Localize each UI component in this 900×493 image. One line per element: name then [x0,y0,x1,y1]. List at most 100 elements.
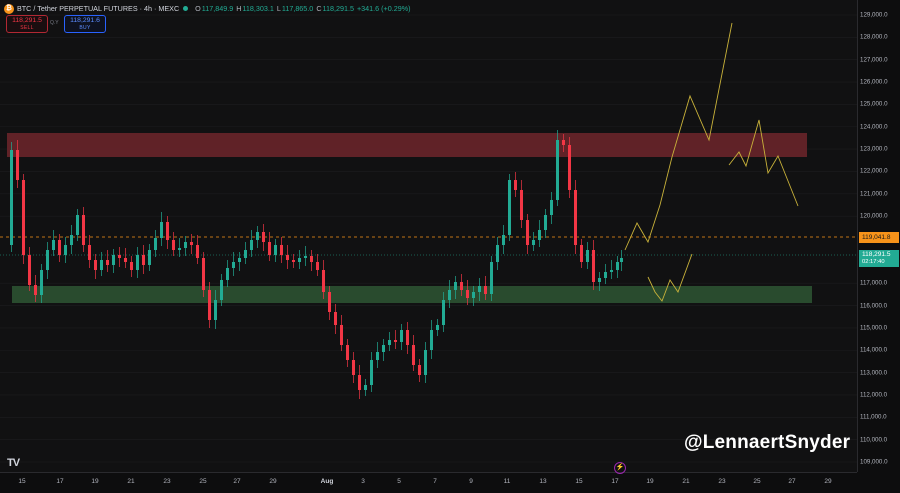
candle-bullish [556,140,559,200]
time-tick-label: 3 [361,478,365,485]
candle-bullish [40,270,43,295]
ohlc-change: +341.6 (+0.29%) [356,4,411,13]
candle-bearish [34,285,37,295]
candle-bullish [112,255,115,265]
symbol-legend[interactable]: ₿ BTC / Tether PERPETUAL FUTURES · 4h · … [4,2,411,15]
candle-bullish [448,290,451,300]
candle-bullish [298,258,301,262]
time-tick-label: 27 [233,478,241,485]
price-tick-label: 116,000.0 [860,302,888,310]
resistance-zone[interactable] [7,133,807,157]
sell-label: SELL [20,24,34,31]
time-tick-label: 21 [127,478,135,485]
candle-bearish [286,255,289,260]
price-tick-label: 123,000.0 [860,145,888,153]
candle-bearish [346,345,349,360]
candle-bullish [370,360,373,385]
ohlc-high-key: H [236,4,242,13]
candle-bearish [88,245,91,260]
price-tick-label: 113,000.0 [860,369,888,377]
price-tick-label: 120,000.0 [860,212,888,220]
time-tick-label: 25 [753,478,761,485]
candle-bullish [220,280,223,300]
price-chart[interactable] [0,0,857,472]
candle-bullish [496,245,499,262]
candle-bearish [580,245,583,262]
candle-bearish [340,325,343,345]
projection-path-lower [647,253,693,302]
buy-button[interactable]: 118,291.6 BUY [64,15,106,33]
candle-bearish [172,240,175,250]
candle-bearish [352,360,355,375]
candle-bearish [592,250,595,282]
candle-bearish [328,292,331,312]
time-tick-label: 25 [199,478,207,485]
candle-bearish [310,256,313,262]
price-tick-label: 129,000.0 [860,11,888,19]
candle-bullish [64,245,67,255]
candle-bullish [454,282,457,290]
ohlc-close-value: 118,291.5 [322,4,354,13]
time-tick-label: 27 [788,478,796,485]
candle-bearish [568,145,571,190]
candle-bullish [226,268,229,280]
candle-bullish [100,260,103,270]
candle-bullish [472,292,475,298]
current-price-tag: 118,291.5 02:17:40 [859,250,899,267]
candle-bullish [620,258,623,262]
candle-bullish [478,286,481,292]
candle-bullish [388,340,391,345]
price-tick-label: 126,000.0 [860,78,888,86]
candle-bullish [586,250,589,262]
candle-bullish [148,250,151,265]
price-tick-label: 117,000.0 [860,279,888,287]
candle-bullish [430,330,433,350]
price-tick-label: 121,000.0 [860,190,888,198]
candle-bearish [520,190,523,220]
candle-bearish [268,242,271,255]
time-tick-label: 13 [539,478,547,485]
price-tick-label: 114,000.0 [860,346,888,354]
time-tick-label: 17 [56,478,64,485]
time-axis[interactable] [0,472,857,493]
chart-area[interactable] [0,0,857,472]
candle-bullish [214,300,217,320]
candle-bullish [502,235,505,245]
price-tick-label: 110,000.0 [860,436,888,444]
candle-bullish [508,180,511,235]
time-tick-label: 23 [718,478,726,485]
price-tick-label: 127,000.0 [860,56,888,64]
sell-button[interactable]: 118,291.5 SELL [6,15,48,33]
author-watermark: @LennaertSnyder [684,432,851,453]
buy-price: 118,291.6 [70,17,100,24]
projection-path-upper-alt [728,119,799,207]
candle-bullish [76,215,79,235]
candle-bearish [262,232,265,242]
candle-bullish [532,240,535,245]
time-tick-label: 7 [433,478,437,485]
dashed-level-tag: 119,041.8 [859,232,899,243]
tradingview-logo[interactable]: TV [7,457,20,469]
candle-bullish [274,245,277,255]
ohlc-open-key: O [195,4,201,13]
projection-path-upper [624,22,733,251]
price-tick-label: 128,000.0 [860,33,888,41]
candle-bullish [364,385,367,390]
candle-bullish [442,300,445,325]
ohlc-low-key: L [276,4,281,13]
support-zone[interactable] [12,286,812,303]
candle-bullish [52,240,55,250]
candle-bullish [250,240,253,250]
candle-bullish [244,250,247,258]
candle-bearish [406,330,409,345]
candle-bearish [280,245,283,255]
time-tick-label: 19 [646,478,654,485]
candle-bearish [106,260,109,265]
candle-bullish [160,222,163,238]
candle-bullish [46,250,49,270]
price-tick-label: 122,000.0 [860,167,888,175]
buy-label: BUY [79,24,91,31]
candle-bearish [316,262,319,270]
price-tick-label: 112,000.0 [860,391,888,399]
flash-icon[interactable]: ⚡ [614,462,626,474]
